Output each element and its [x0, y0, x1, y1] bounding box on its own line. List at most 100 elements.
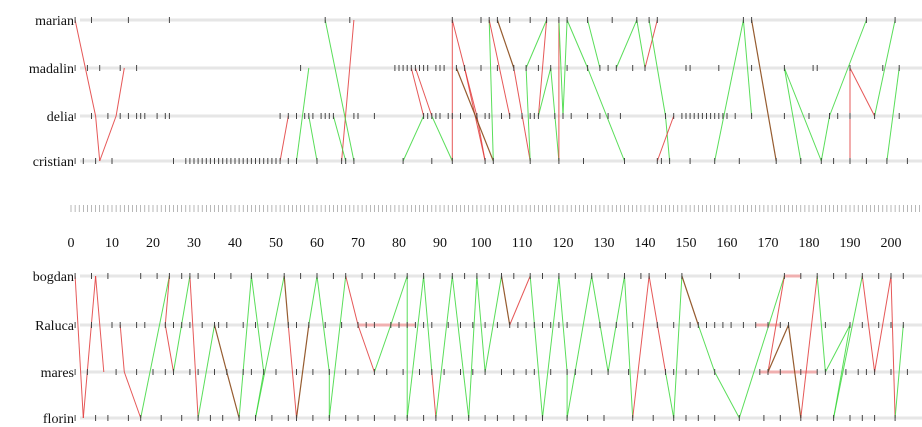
connection-0-26	[537, 67, 552, 117]
x-tick-label-90: 90	[433, 236, 447, 251]
connections	[74, 19, 904, 419]
connection-1-2	[95, 275, 105, 373]
connection-1-17	[283, 275, 289, 326]
x-tick-label-40: 40	[228, 236, 242, 251]
lane-label-raluca: Raluca	[35, 319, 75, 334]
connection-1-0	[74, 275, 84, 419]
connection-0-34	[615, 19, 638, 69]
connection-0-39	[656, 115, 675, 162]
connection-1-62	[833, 275, 863, 419]
connection-0-41	[742, 19, 753, 117]
event-markers	[74, 17, 908, 421]
x-tick-label-20: 20	[146, 236, 160, 251]
connection-1-57	[787, 324, 802, 419]
connection-1-39	[529, 275, 543, 419]
connection-1-6	[164, 275, 170, 326]
connection-1-16	[255, 275, 285, 419]
connection-1-58	[800, 275, 818, 419]
x-tick-label-100: 100	[471, 236, 492, 251]
x-tick-label-70: 70	[351, 236, 365, 251]
connection-0-50	[886, 67, 900, 162]
lane-label-delia: delia	[47, 110, 75, 125]
connection-0-49	[874, 19, 896, 117]
connection-1-9	[189, 275, 199, 419]
x-tick-label-150: 150	[676, 236, 697, 251]
connection-1-18	[287, 324, 297, 419]
connection-1-41	[558, 275, 568, 373]
connection-1-3	[119, 324, 125, 373]
connection-1-14	[250, 275, 265, 373]
connection-0-44	[783, 67, 822, 162]
lane-label-mares: mares	[41, 366, 74, 381]
x-tick-label-60: 60	[310, 236, 324, 251]
connection-1-59	[816, 275, 826, 373]
connection-0-11	[410, 67, 425, 117]
connection-1-36	[484, 275, 502, 373]
connection-1-24	[345, 275, 359, 326]
connection-0-48	[849, 67, 876, 117]
connection-1-63	[861, 275, 876, 373]
lane-label-bogdan: bogdan	[33, 270, 74, 285]
connection-1-52	[697, 324, 716, 373]
connection-0-3	[115, 67, 125, 117]
connection-1-38	[509, 275, 531, 326]
connection-1-10	[197, 324, 215, 419]
connection-1-40	[542, 275, 560, 419]
connection-0-5	[296, 67, 310, 162]
x-tick-label-110: 110	[512, 236, 532, 251]
connection-0-0	[74, 19, 97, 117]
x-tick-label-180: 180	[799, 236, 820, 251]
connection-0-9	[332, 115, 347, 162]
connection-1-50	[673, 275, 683, 419]
x-tick-label-200: 200	[881, 236, 902, 251]
x-tick-label-130: 130	[594, 236, 615, 251]
connection-1-25	[357, 324, 375, 373]
connection-0-32	[587, 67, 625, 162]
connection-1-60	[824, 324, 851, 373]
connection-1-37	[500, 275, 511, 326]
connection-1-33	[451, 275, 470, 419]
connection-1-26	[373, 324, 392, 373]
x-tick-label-190: 190	[840, 236, 861, 251]
connection-1-11	[213, 324, 228, 373]
connection-1-5	[140, 275, 170, 419]
connection-1-56	[767, 324, 790, 373]
lane-label-marian: marian	[35, 14, 74, 29]
connection-0-4	[279, 115, 289, 162]
connection-0-33	[587, 19, 601, 69]
connection-0-29	[558, 19, 564, 117]
connection-1-20	[308, 275, 318, 326]
connection-1-46	[624, 275, 634, 419]
lane-labels: marian madalin delia cristian bogdan Raluca ma…	[29, 14, 75, 427]
connection-0-8	[324, 19, 355, 162]
connection-1-32	[435, 275, 453, 419]
connection-0-18	[455, 67, 494, 162]
connection-1-27	[390, 275, 408, 326]
lane-label-madalin: madalin	[29, 62, 74, 77]
connection-0-30	[562, 19, 568, 117]
connection-1-43	[566, 275, 593, 419]
x-tick-label-0: 0	[68, 236, 75, 251]
x-axis: 0 10 20 30 40 50 60 70 80 90 100 110 120 130 140 150 160…	[68, 205, 921, 251]
connection-0-25	[537, 19, 548, 117]
connection-0-13	[431, 115, 453, 162]
connection-1-47	[632, 275, 650, 419]
connection-0-45	[820, 115, 830, 162]
connection-1-30	[423, 275, 433, 373]
connection-0-36	[644, 19, 658, 69]
connection-0-6	[308, 115, 318, 162]
connection-0-42	[751, 19, 777, 162]
connection-1-13	[238, 275, 252, 419]
x-tick-label-30: 30	[187, 236, 201, 251]
x-tick-label-140: 140	[635, 236, 656, 251]
x-tick-label-120: 120	[553, 236, 574, 251]
connection-0-35	[636, 19, 646, 69]
connection-0-20	[488, 19, 511, 117]
connection-1-4	[123, 371, 142, 419]
lane-label-cristian: cristian	[33, 155, 74, 170]
connection-0-43	[783, 67, 802, 162]
connection-0-37	[648, 19, 666, 117]
x-tick-label-10: 10	[105, 236, 119, 251]
connection-1-19	[295, 324, 310, 419]
connection-0-46	[829, 19, 867, 117]
